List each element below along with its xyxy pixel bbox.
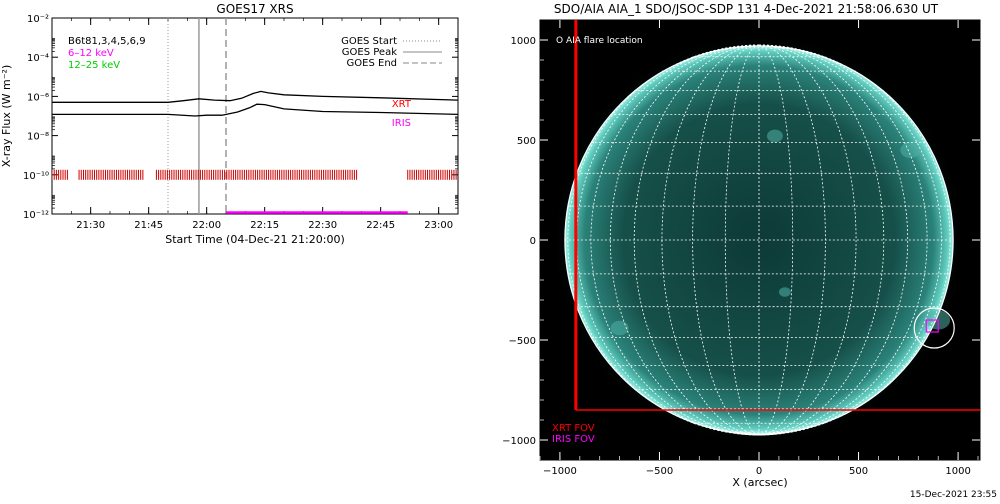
goes-plot-frame: [51, 17, 459, 215]
footer-timestamp: 15-Dec-2021 23:55: [910, 490, 997, 500]
x-tick-label: 22:45: [366, 220, 395, 231]
goes-xrs-chart: GOES17 XRS 10⁻¹² 10⁻¹⁰ 10⁻⁸ 10⁻⁶ 10⁻⁴ 10⁻² 21…: [0, 2, 459, 246]
instrument-coverage: [52, 169, 457, 214]
aia-title: SDO/AIA AIA_1 SDO/JSOC-SDP 131 4-Dec-202…: [554, 2, 939, 16]
x-tick-label: 21:45: [134, 220, 163, 231]
legend-right-label: GOES Start: [341, 36, 397, 47]
aia-overlays: [574, 20, 980, 411]
goes-flux-series: [52, 90, 458, 117]
aia-y-tick-label: 1000: [511, 36, 536, 47]
longitude-line: [759, 44, 826, 436]
goes-x-label: Start Time (04-Dec-21 21:20:00): [165, 233, 345, 246]
y-tick-label: 10⁻⁸: [27, 132, 49, 143]
x-tick-label: 21:30: [76, 220, 105, 231]
aia-x-tick-label: 0: [756, 466, 762, 477]
aia-y-tick-label: −1000: [502, 436, 536, 447]
aia-y-axis: 1000 500 0 −500 −1000: [502, 36, 980, 447]
active-region-patch: [766, 129, 783, 143]
legend-left-entry: 6–12 keV: [68, 48, 114, 59]
x-tick-label: 23:00: [424, 220, 453, 231]
heliographic-grid: [564, 44, 954, 436]
aia-y-tick-label: 500: [517, 136, 536, 147]
longitude-line: [633, 44, 760, 436]
solar-limb: [564, 45, 954, 435]
goes-x-axis: 21:30 21:45 22:00 22:15 22:30 22:45 23:00: [70, 18, 453, 231]
longitude-line: [692, 44, 760, 436]
active-region-patch: [900, 142, 921, 158]
instrument-label: IRIS: [392, 118, 411, 129]
y-tick-label: 10⁻²: [27, 14, 49, 25]
aia-y-tick-label: −500: [509, 336, 536, 347]
legend-left-entry: 12–25 keV: [68, 60, 120, 71]
longitude-line: [759, 44, 909, 436]
aia-x-tick-label: 500: [849, 466, 868, 477]
fov-label: XRT FOV: [552, 423, 595, 434]
legend-right-label: GOES Peak: [342, 47, 397, 58]
aia-legend-entry: O AIA flare location: [556, 36, 643, 46]
legend-left-entry: B6t81,3,4,5,6,9: [68, 36, 146, 47]
x-tick-label: 22:30: [308, 220, 337, 231]
longitude-line: [590, 44, 760, 436]
flux-series-line-1: [52, 103, 458, 117]
longitude-line: [759, 44, 928, 436]
goes-chart-title: GOES17 XRS: [216, 2, 293, 16]
y-tick-label: 10⁻⁶: [27, 92, 49, 103]
longitude-line: [759, 44, 942, 436]
y-tick-label: 10⁻¹²: [23, 210, 49, 221]
longitude-line: [759, 44, 794, 436]
flare-location-circle: [913, 307, 955, 349]
instrument-label: XRT: [392, 99, 412, 110]
longitude-line: [759, 44, 885, 436]
iris-fov-box: [925, 319, 939, 333]
aia-y-tick-label: 0: [530, 236, 536, 247]
y-tick-label: 10⁻¹⁰: [23, 171, 49, 182]
fov-label: IRIS FOV: [552, 434, 595, 445]
goes-y-axis: 10⁻¹² 10⁻¹⁰ 10⁻⁸ 10⁻⁶ 10⁻⁴ 10⁻²: [23, 14, 458, 221]
aia-image-panel: SDO/AIA AIA_1 SDO/JSOC-SDP 131 4-Dec-202…: [502, 2, 981, 489]
longitude-line: [609, 44, 760, 436]
flux-series-line-0: [52, 90, 458, 103]
goes-y-label: X-ray Flux (W m⁻²): [0, 65, 13, 167]
active-region-patch: [778, 287, 791, 297]
aia-x-tick-label: −500: [646, 466, 673, 477]
aia-x-axis: −1000 −500 0 500 1000: [539, 20, 979, 477]
legend-right-label: GOES End: [347, 58, 397, 69]
active-region-patch: [610, 320, 629, 336]
aia-x-tick-label: −1000: [543, 466, 577, 477]
longitude-line: [724, 44, 760, 436]
sun-disk: [564, 45, 954, 435]
solar-disk: [553, 34, 965, 446]
x-tick-label: 22:15: [250, 220, 279, 231]
x-tick-label: 22:00: [192, 220, 221, 231]
y-tick-label: 10⁻⁴: [27, 53, 49, 64]
aia-x-tick-label: 1000: [945, 466, 970, 477]
aia-x-label: X (arcsec): [732, 476, 787, 489]
